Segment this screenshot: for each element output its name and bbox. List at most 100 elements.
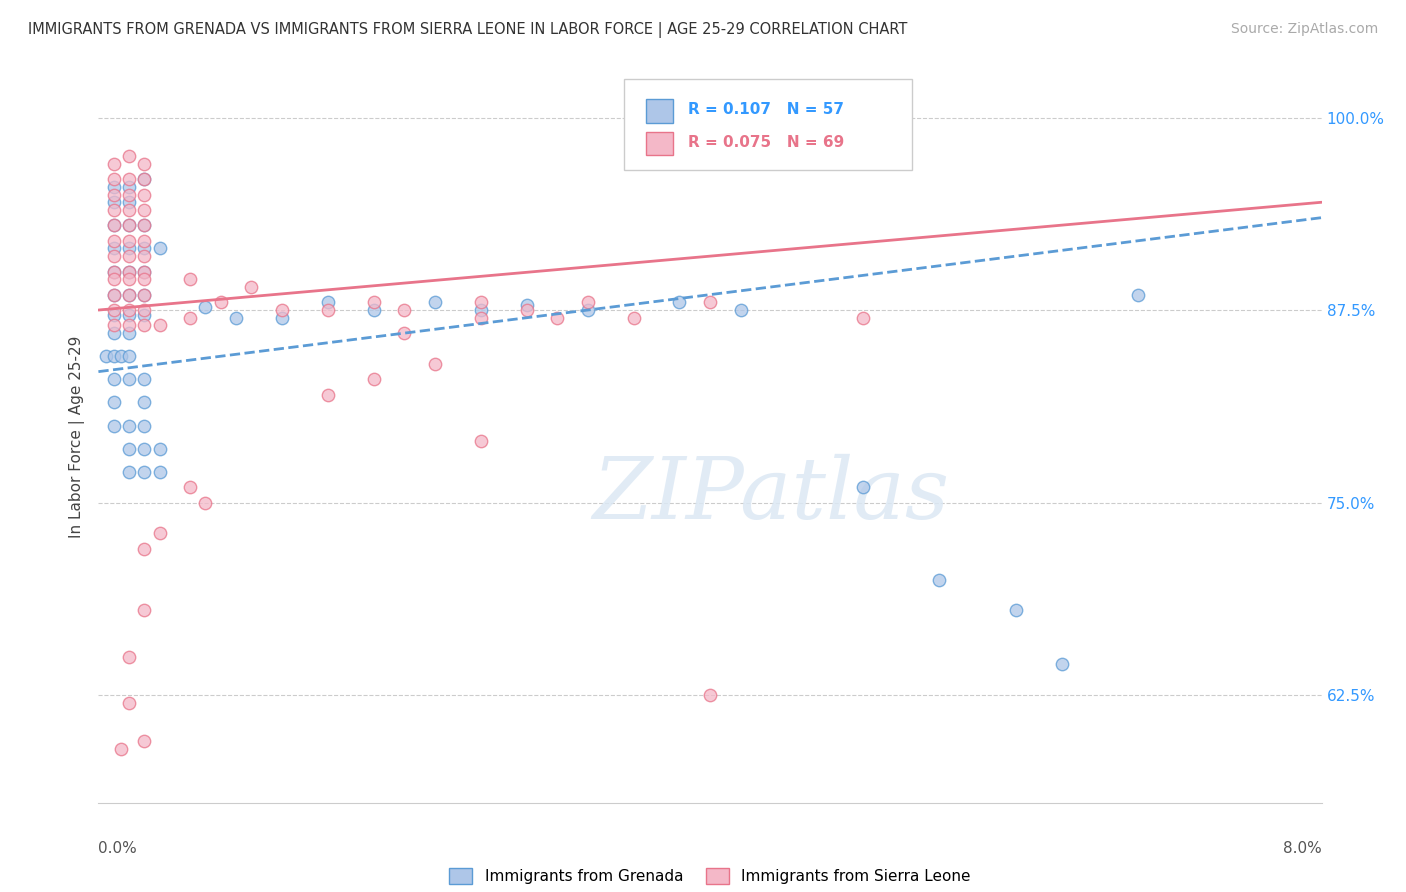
Point <box>118 202 141 217</box>
Point <box>103 202 125 217</box>
Text: Source: ZipAtlas.com: Source: ZipAtlas.com <box>1230 22 1378 37</box>
Point <box>316 303 339 318</box>
Point <box>363 372 385 386</box>
FancyBboxPatch shape <box>647 99 673 122</box>
Point <box>270 310 294 325</box>
Point <box>134 242 156 256</box>
Point <box>103 179 125 194</box>
Point <box>149 465 172 479</box>
Point <box>134 603 156 617</box>
Point <box>103 372 125 386</box>
Point <box>118 179 141 194</box>
Point <box>118 349 141 363</box>
Point <box>103 287 125 301</box>
Point <box>134 172 156 186</box>
Point <box>623 310 645 325</box>
Point <box>118 242 141 256</box>
Point <box>134 219 156 233</box>
Text: R = 0.075   N = 69: R = 0.075 N = 69 <box>688 135 844 150</box>
Point <box>103 264 125 278</box>
Point <box>179 310 201 325</box>
Point <box>118 149 141 163</box>
Point <box>149 526 172 541</box>
Point <box>392 303 416 318</box>
Point <box>852 480 875 494</box>
Point <box>134 318 156 333</box>
Point <box>134 272 156 286</box>
Point <box>103 418 125 433</box>
Point <box>118 187 141 202</box>
FancyBboxPatch shape <box>647 132 673 155</box>
Point <box>363 303 385 318</box>
Text: ZIPatlas: ZIPatlas <box>592 454 950 537</box>
Point <box>668 295 690 310</box>
Point <box>103 395 125 409</box>
Point <box>134 541 156 556</box>
Point <box>118 287 141 301</box>
Point <box>852 310 875 325</box>
Point <box>118 249 141 263</box>
Point <box>134 172 156 186</box>
Legend: Immigrants from Grenada, Immigrants from Sierra Leone: Immigrants from Grenada, Immigrants from… <box>443 862 977 890</box>
Point <box>134 234 156 248</box>
Point <box>316 388 339 402</box>
Point <box>118 442 141 456</box>
Point <box>149 442 172 456</box>
Point <box>103 349 125 363</box>
Point <box>576 303 599 318</box>
Point <box>118 649 141 664</box>
Text: R = 0.107   N = 57: R = 0.107 N = 57 <box>688 102 844 117</box>
Point <box>103 172 125 186</box>
Point <box>179 480 201 494</box>
Point <box>470 434 492 448</box>
Point <box>516 298 538 312</box>
Point <box>149 242 172 256</box>
Point <box>225 310 247 325</box>
Point <box>134 442 156 456</box>
Point <box>118 418 141 433</box>
Point <box>730 303 752 318</box>
Point <box>118 272 141 286</box>
Point <box>423 357 446 371</box>
Point <box>110 349 132 363</box>
Point <box>103 249 125 263</box>
Point <box>118 308 141 322</box>
Point <box>118 234 141 248</box>
Point <box>134 734 156 748</box>
Point <box>103 272 125 286</box>
Point <box>118 264 141 278</box>
Point <box>392 326 416 340</box>
Point <box>134 465 156 479</box>
Point <box>118 372 141 386</box>
Point <box>118 264 141 278</box>
Point <box>1004 603 1026 617</box>
Point <box>118 318 141 333</box>
FancyBboxPatch shape <box>624 78 912 170</box>
Point <box>470 303 492 318</box>
Point <box>118 465 141 479</box>
Point <box>134 219 156 233</box>
Point <box>576 295 599 310</box>
Point <box>363 295 385 310</box>
Point <box>118 219 141 233</box>
Point <box>134 372 156 386</box>
Point <box>134 264 156 278</box>
Point <box>134 249 156 263</box>
Point <box>103 326 125 340</box>
Point <box>103 157 125 171</box>
Point <box>118 696 141 710</box>
Point <box>118 287 141 301</box>
Point <box>179 272 201 286</box>
Point <box>118 195 141 210</box>
Point <box>103 234 125 248</box>
Point <box>103 308 125 322</box>
Point <box>699 295 721 310</box>
Point <box>470 295 492 310</box>
Point <box>103 242 125 256</box>
Point <box>928 573 950 587</box>
Point <box>103 195 125 210</box>
Point <box>1050 657 1073 672</box>
Point <box>118 303 141 318</box>
Point <box>110 742 132 756</box>
Point <box>516 303 538 318</box>
